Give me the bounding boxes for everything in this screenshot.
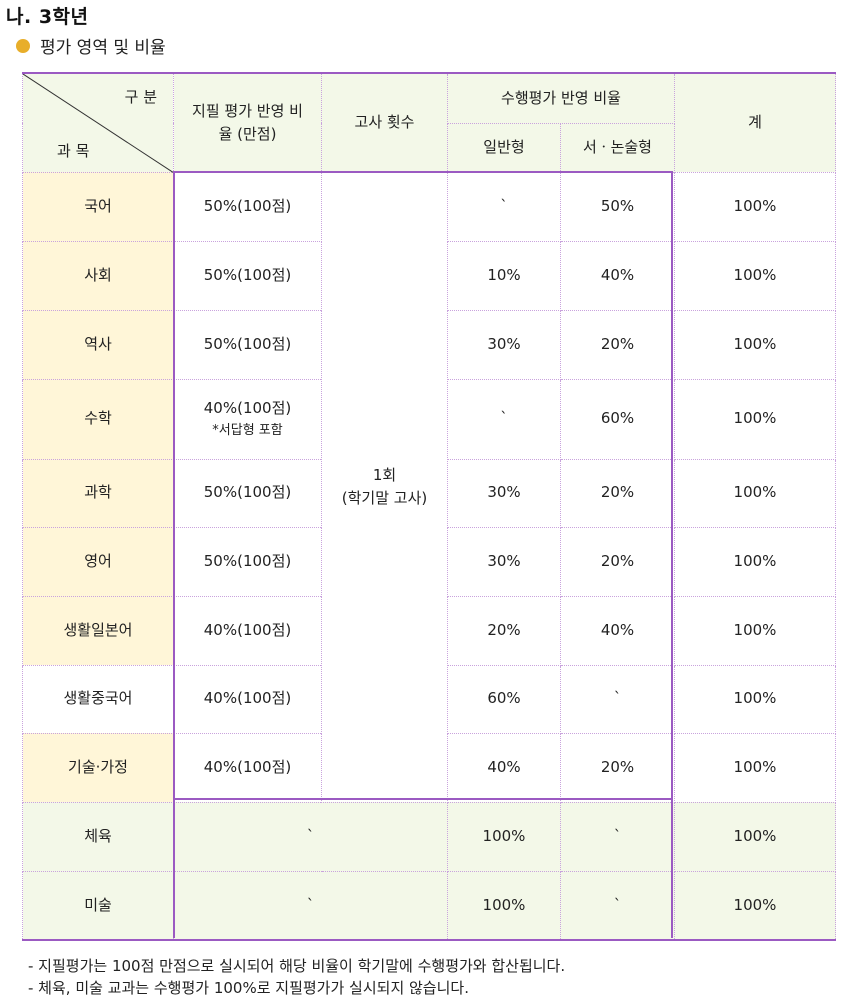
exam-count-line1: 1회 [372, 465, 397, 484]
jipil-cell: 40%(100점) [173, 595, 322, 666]
jipil-cell: 40%(100점) *서답형 포함 [173, 378, 322, 460]
seosul-cell: ˋ [560, 801, 675, 872]
jipil-value: 40%(100점) [203, 399, 292, 418]
header-ilban: 일반형 [447, 122, 561, 173]
ilban-cell: ˋ [447, 378, 561, 460]
jipil-note: *서답형 포함 [212, 422, 283, 438]
table-row: 역사 50%(100점) 30% 20% 100% [22, 309, 836, 380]
total-cell: 100% [674, 378, 836, 460]
table-row: 국어 50%(100점) 1회 (학기말 고사) ˋ 50% 100% [22, 171, 836, 803]
section-title: 평가 영역 및 비율 [16, 33, 166, 58]
seosul-cell: 40% [560, 240, 675, 311]
footnote-2: - 체육, 미술 교과는 수행평가 100%로 지필평가가 실시되지 않습니다. [28, 979, 469, 997]
subject-cell: 과학 [22, 458, 174, 528]
header-gosa: 고사 횟수 [321, 72, 448, 173]
total-cell: 100% [674, 732, 836, 803]
exam-count-cell: 1회 (학기말 고사) [321, 171, 448, 803]
table-row: 과학 50%(100점) 30% 20% 100% [22, 458, 836, 528]
jipil-cell: 50%(100점) [173, 458, 322, 528]
ilban-cell: 40% [447, 732, 561, 803]
jipil-cell: 40%(100점) [173, 732, 322, 803]
header-suhaeng: 수행평가 반영 비율 [447, 72, 675, 124]
footnote-1: - 지필평가는 100점 만점으로 실시되어 해당 비율이 학기말에 수행평가와… [28, 957, 566, 975]
table-row: 수학 40%(100점) *서답형 포함 ˋ 60% 100% [22, 378, 836, 460]
total-cell: 100% [674, 595, 836, 666]
jipil-cell: 50%(100점) [173, 171, 322, 242]
header-gubun: 구 분 [124, 88, 157, 106]
total-cell: 100% [674, 309, 836, 380]
diagonal-line [23, 74, 174, 173]
seosul-cell: 20% [560, 309, 675, 380]
ilban-cell: 10% [447, 240, 561, 311]
seosul-cell: 50% [560, 171, 675, 242]
ilban-cell: 100% [447, 801, 561, 872]
seosul-cell: 20% [560, 458, 675, 528]
header-jipil: 지필 평가 반영 비율 (만점) [173, 72, 322, 173]
section-title-label: 평가 영역 및 비율 [40, 38, 166, 58]
exam-count-line2: (학기말 고사) [341, 489, 428, 507]
header-diagonal-cell: 구 분 과 목 [22, 72, 174, 173]
ilban-cell: 100% [447, 870, 561, 941]
jipil-cell: 50%(100점) [173, 309, 322, 380]
seosul-cell: 20% [560, 526, 675, 597]
jipil-cell: ˋ [173, 870, 448, 941]
jipil-cell: 50%(100점) [173, 240, 322, 311]
subject-cell: 생활중국어 [22, 664, 174, 734]
jipil-cell: ˋ [173, 801, 448, 872]
ilban-cell: 30% [447, 309, 561, 380]
ilban-cell: 60% [447, 664, 561, 734]
seosul-cell: 20% [560, 732, 675, 803]
total-cell: 100% [674, 171, 836, 242]
subject-cell: 사회 [22, 240, 174, 311]
total-cell: 100% [674, 458, 836, 528]
seosul-cell: ˋ [560, 664, 675, 734]
total-cell: 100% [674, 526, 836, 597]
table-row: 기술·가정 40%(100점) 40% 20% 100% [22, 732, 836, 803]
table-row: 체육 ˋ 100% ˋ 100% [22, 801, 836, 872]
subject-cell: 수학 [22, 378, 174, 460]
ilban-cell: ˋ [447, 171, 561, 242]
subject-cell: 미술 [22, 870, 174, 941]
seosul-cell: 60% [560, 378, 675, 460]
total-cell: 100% [674, 870, 836, 941]
table-row: 생활일본어 40%(100점) 20% 40% 100% [22, 595, 836, 666]
table-row: 미술 ˋ 100% ˋ 100% [22, 870, 836, 941]
seosul-cell: ˋ [560, 870, 675, 941]
total-cell: 100% [674, 240, 836, 311]
header-gwamok: 과 목 [57, 142, 90, 161]
bullet-icon [16, 38, 30, 53]
subject-cell: 기술·가정 [22, 732, 174, 803]
header-seosul: 서ㆍ논술형 [560, 122, 675, 173]
subject-cell: 생활일본어 [22, 595, 174, 666]
subject-cell: 역사 [22, 309, 174, 380]
table-row: 생활중국어 40%(100점) 60% ˋ 100% [22, 664, 836, 734]
table-row: 영어 50%(100점) 30% 20% 100% [22, 526, 836, 597]
ilban-cell: 30% [447, 526, 561, 597]
ilban-cell: 30% [447, 458, 561, 528]
page-title: 나. 3학년 [6, 6, 89, 28]
subject-cell: 체육 [22, 801, 174, 872]
subject-cell: 국어 [22, 171, 174, 242]
jipil-cell: 50%(100점) [173, 526, 322, 597]
total-cell: 100% [674, 664, 836, 734]
seosul-cell: 40% [560, 595, 675, 666]
evaluation-table: 구 분 과 목 지필 평가 반영 비율 (만점) 고사 횟수 수행평가 반영 비… [22, 72, 836, 941]
jipil-cell: 40%(100점) [173, 664, 322, 734]
header-total: 계 [674, 72, 836, 173]
total-cell: 100% [674, 801, 836, 872]
ilban-cell: 20% [447, 595, 561, 666]
footnotes: - 지필평가는 100점 만점으로 실시되어 해당 비율이 학기말에 수행평가와… [28, 955, 565, 999]
subject-cell: 영어 [22, 526, 174, 597]
